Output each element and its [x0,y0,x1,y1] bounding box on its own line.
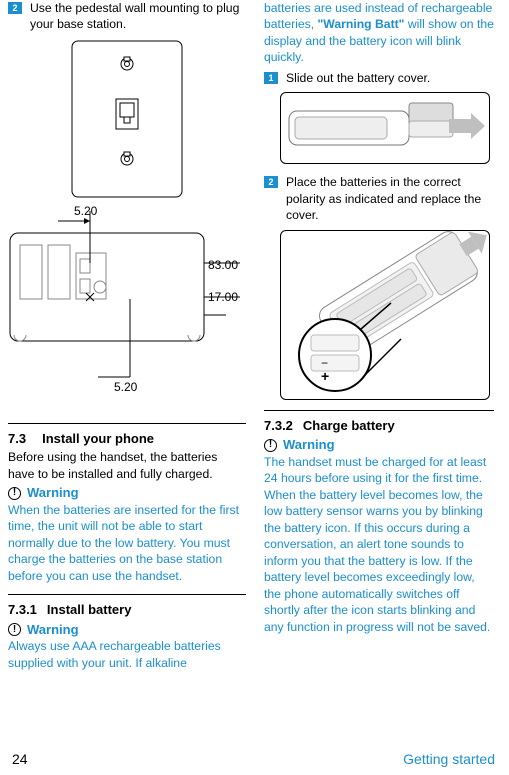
divider [8,594,246,595]
figure-base-dims: 5.20 83.00 17.00 5.20 [8,203,246,413]
warning-icon: ! [8,623,21,636]
section-number: 7.3.1 [8,601,37,619]
step-1-right: 1 Slide out the battery cover. [264,70,494,86]
warning-body: When the batteries are inserted for the … [8,502,246,584]
step-2-right: 2 Place the batteries in the correct pol… [264,174,494,223]
figure-insert-batteries: − + [280,230,490,400]
dim-bottom: 5.20 [114,379,137,395]
warning-label: Warning [27,484,79,502]
dim-r1: 83.00 [208,257,238,273]
section-7-3-1: 7.3.1 Install battery [8,601,246,619]
step-number-2: 2 [264,176,278,188]
warning-body: The handset must be charged for at least… [264,454,494,635]
warning-row: ! Warning [264,436,494,454]
text-bold: "Warning Batt" [318,17,405,31]
section-title: Install your phone [42,430,154,448]
warning-row: ! Warning [8,484,246,502]
section-7-3-2: 7.3.2 Charge battery [264,417,494,435]
page-number: 24 [12,750,28,769]
section-title: Charge battery [303,417,395,435]
figure-wall-plate [62,39,192,199]
divider [264,410,494,411]
step-text: Place the batteries in the correct polar… [286,174,494,223]
warning-label: Warning [27,621,79,639]
svg-text:+: + [321,368,329,384]
step-number-2: 2 [8,2,22,14]
figure-slide-cover [280,92,490,164]
section-body: Before using the handset, the batteries … [8,449,246,482]
page-footer: 24 Getting started [12,750,495,769]
section-number: 7.3 [8,430,26,448]
section-title: Install battery [47,601,132,619]
step-text: Slide out the battery cover. [286,70,494,86]
chapter-label: Getting started [403,750,495,769]
step-number-1: 1 [264,72,278,84]
dim-r2: 17.00 [208,289,238,305]
warning-label: Warning [283,436,335,454]
warning-icon: ! [264,439,277,452]
step-2-left: 2 Use the pedestal wall mounting to plug… [8,0,246,33]
warning-row: ! Warning [8,621,246,639]
warning-body: Always use AAA rechargeable batteries su… [8,638,246,671]
step-text: Use the pedestal wall mounting to plug y… [30,0,246,33]
warning-icon: ! [8,487,21,500]
dim-top: 5.20 [74,203,97,219]
divider [8,423,246,424]
continuation-text: batteries are used instead of rechargeab… [264,0,494,66]
section-number: 7.3.2 [264,417,293,435]
section-7-3: 7.3 Install your phone [8,430,246,448]
